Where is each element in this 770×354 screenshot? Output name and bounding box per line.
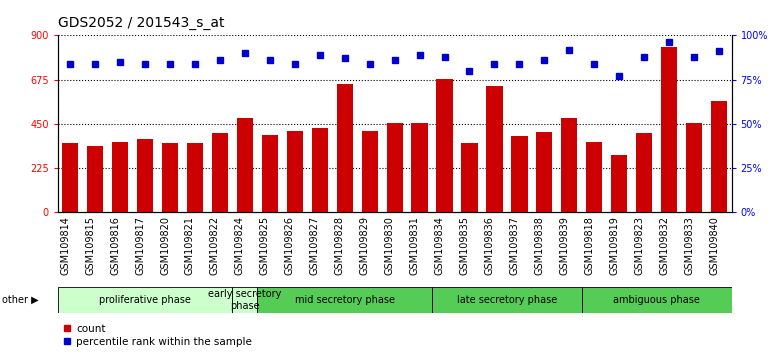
Text: GSM109821: GSM109821 [185, 216, 195, 275]
Bar [137, 139, 153, 212]
Text: GDS2052 / 201543_s_at: GDS2052 / 201543_s_at [58, 16, 224, 30]
Text: early secretory
phase: early secretory phase [208, 289, 282, 311]
Text: GSM109817: GSM109817 [135, 216, 145, 275]
Text: GSM109832: GSM109832 [659, 216, 669, 275]
Bar [561, 118, 578, 212]
FancyBboxPatch shape [233, 287, 257, 313]
Bar [162, 143, 178, 212]
Text: proliferative phase: proliferative phase [99, 295, 191, 305]
Text: GSM109814: GSM109814 [60, 216, 70, 275]
Bar [686, 123, 702, 212]
Bar [487, 86, 503, 212]
Text: mid secretory phase: mid secretory phase [295, 295, 395, 305]
Text: late secretory phase: late secretory phase [457, 295, 557, 305]
Text: GSM109818: GSM109818 [584, 216, 594, 275]
Bar [87, 145, 103, 212]
Text: other ▶: other ▶ [2, 295, 38, 305]
Bar [212, 133, 228, 212]
Text: GSM109828: GSM109828 [335, 216, 345, 275]
Text: GSM109819: GSM109819 [609, 216, 619, 275]
FancyBboxPatch shape [257, 287, 432, 313]
Bar [586, 142, 602, 212]
FancyBboxPatch shape [58, 287, 233, 313]
Text: GSM109822: GSM109822 [210, 216, 220, 275]
Bar [411, 123, 427, 212]
Text: GSM109830: GSM109830 [385, 216, 394, 275]
Bar [312, 128, 328, 212]
Bar [362, 131, 378, 212]
Text: GSM109816: GSM109816 [110, 216, 120, 275]
Text: GSM109815: GSM109815 [85, 216, 95, 275]
Bar [711, 101, 727, 212]
Bar [636, 133, 652, 212]
Text: GSM109824: GSM109824 [235, 216, 245, 275]
Bar [461, 143, 477, 212]
Text: GSM109831: GSM109831 [410, 216, 420, 275]
Bar [286, 131, 303, 212]
Bar [262, 135, 278, 212]
Bar [511, 136, 527, 212]
Text: GSM109837: GSM109837 [510, 216, 520, 275]
Bar [187, 143, 203, 212]
Legend: count, percentile rank within the sample: count, percentile rank within the sample [63, 324, 253, 347]
FancyBboxPatch shape [582, 287, 732, 313]
Text: GSM109833: GSM109833 [684, 216, 694, 275]
Text: GSM109827: GSM109827 [310, 216, 320, 275]
Text: ambiguous phase: ambiguous phase [613, 295, 700, 305]
Text: GSM109835: GSM109835 [460, 216, 470, 275]
Text: GSM109839: GSM109839 [559, 216, 569, 275]
Text: GSM109834: GSM109834 [434, 216, 444, 275]
Bar [62, 143, 79, 212]
Text: GSM109840: GSM109840 [709, 216, 719, 275]
Text: GSM109826: GSM109826 [285, 216, 295, 275]
Text: GSM109829: GSM109829 [360, 216, 370, 275]
Text: GSM109823: GSM109823 [634, 216, 644, 275]
Text: GSM109838: GSM109838 [534, 216, 544, 275]
Bar [336, 84, 353, 212]
Bar [437, 79, 453, 212]
Bar [611, 155, 628, 212]
Bar [536, 132, 552, 212]
Text: GSM109836: GSM109836 [484, 216, 494, 275]
FancyBboxPatch shape [432, 287, 582, 313]
Bar [387, 123, 403, 212]
Bar [237, 118, 253, 212]
Bar [661, 47, 678, 212]
Text: GSM109820: GSM109820 [160, 216, 170, 275]
Bar [112, 142, 129, 212]
Text: GSM109825: GSM109825 [259, 216, 270, 275]
